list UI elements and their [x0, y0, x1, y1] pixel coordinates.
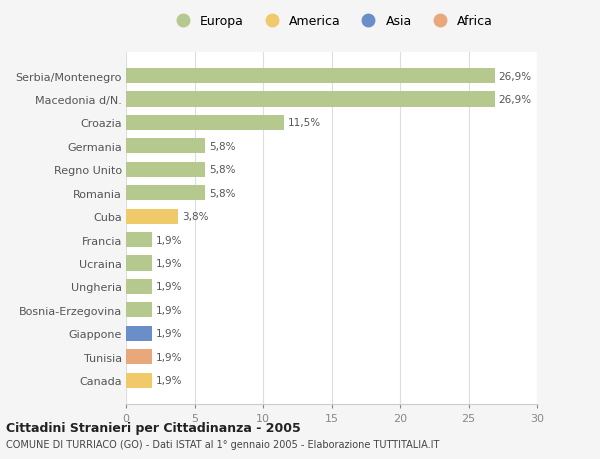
Text: 1,9%: 1,9%	[156, 258, 182, 269]
Bar	[126, 302, 152, 318]
Bar	[126, 232, 152, 248]
Text: 1,9%: 1,9%	[156, 282, 182, 292]
Bar	[126, 373, 152, 388]
Text: COMUNE DI TURRIACO (GO) - Dati ISTAT al 1° gennaio 2005 - Elaborazione TUTTITALI: COMUNE DI TURRIACO (GO) - Dati ISTAT al …	[6, 440, 439, 449]
Text: 26,9%: 26,9%	[499, 95, 532, 105]
Bar	[126, 92, 494, 107]
Text: 3,8%: 3,8%	[182, 212, 209, 222]
Bar	[126, 279, 152, 294]
Bar	[126, 162, 205, 178]
Text: 26,9%: 26,9%	[499, 71, 532, 81]
Text: Cittadini Stranieri per Cittadinanza - 2005: Cittadini Stranieri per Cittadinanza - 2…	[6, 421, 301, 435]
Bar	[126, 326, 152, 341]
Bar	[126, 116, 284, 131]
Text: 1,9%: 1,9%	[156, 352, 182, 362]
Text: 11,5%: 11,5%	[287, 118, 321, 128]
Text: 5,8%: 5,8%	[209, 165, 236, 175]
Text: 1,9%: 1,9%	[156, 235, 182, 245]
Bar	[126, 69, 494, 84]
Text: 1,9%: 1,9%	[156, 375, 182, 386]
Text: 1,9%: 1,9%	[156, 329, 182, 339]
Text: 5,8%: 5,8%	[209, 141, 236, 151]
Text: 1,9%: 1,9%	[156, 305, 182, 315]
Bar	[126, 186, 205, 201]
Text: 5,8%: 5,8%	[209, 188, 236, 198]
Bar	[126, 256, 152, 271]
Legend: Europa, America, Asia, Africa: Europa, America, Asia, Africa	[165, 10, 498, 33]
Bar	[126, 139, 205, 154]
Bar	[126, 209, 178, 224]
Bar	[126, 349, 152, 364]
